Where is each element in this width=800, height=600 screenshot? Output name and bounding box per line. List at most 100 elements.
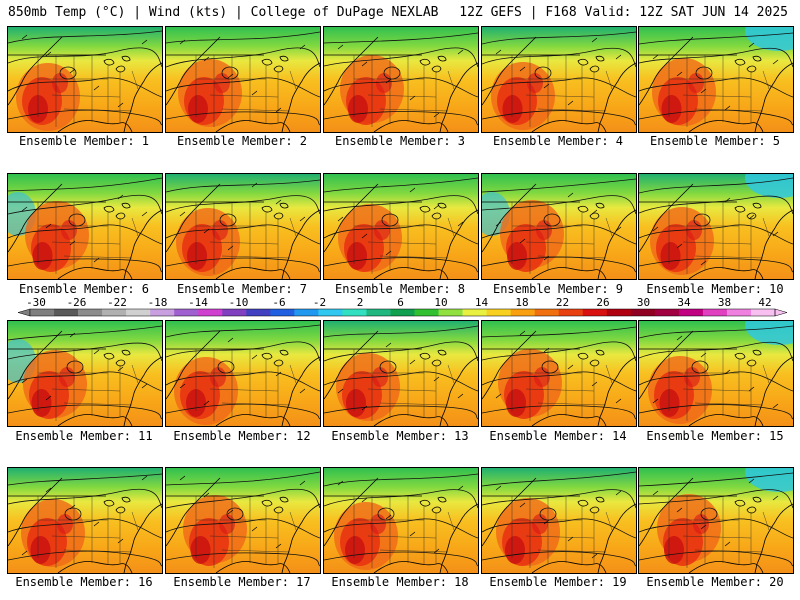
temperature-field-map bbox=[166, 27, 320, 132]
ensemble-member-label: Ensemble Member: 13 bbox=[331, 429, 469, 443]
ensemble-member-label: Ensemble Member: 2 bbox=[176, 134, 308, 148]
colorbar-tick-label: 6 bbox=[397, 296, 404, 309]
colorbar-segment bbox=[534, 309, 560, 316]
ensemble-map-panel bbox=[481, 173, 637, 280]
ensemble-map-panel bbox=[323, 173, 479, 280]
ensemble-map-panel bbox=[481, 26, 637, 133]
colorbar-segment bbox=[678, 309, 704, 316]
ensemble-member-label: Ensemble Member: 19 bbox=[489, 575, 627, 589]
colorbar-tick-label: -2 bbox=[313, 296, 326, 309]
colorbar-segment bbox=[654, 309, 680, 316]
colorbar-low-arrow bbox=[17, 308, 31, 317]
ensemble-member-label: Ensemble Member: 15 bbox=[646, 429, 784, 443]
ensemble-map-panel bbox=[165, 173, 321, 280]
ensemble-member-label: Ensemble Member: 9 bbox=[492, 282, 624, 296]
ensemble-member-label: Ensemble Member: 11 bbox=[15, 429, 153, 443]
ensemble-map-panel bbox=[7, 320, 163, 427]
temperature-field-map bbox=[324, 321, 478, 426]
temperature-field-map bbox=[482, 27, 636, 132]
colorbar-segment bbox=[510, 309, 535, 316]
ensemble-map-panel bbox=[323, 26, 479, 133]
ensemble-map-panel bbox=[7, 173, 163, 280]
colorbar-segment bbox=[558, 309, 584, 316]
ensemble-map-panel bbox=[323, 467, 479, 574]
ensemble-member-label: Ensemble Member: 20 bbox=[646, 575, 784, 589]
ensemble-member-label: Ensemble Member: 10 bbox=[646, 282, 784, 296]
colorbar-segment bbox=[174, 309, 199, 316]
colorbar-segment bbox=[438, 309, 463, 316]
colorbar-segment bbox=[342, 309, 367, 316]
ensemble-member-label: Ensemble Member: 12 bbox=[173, 429, 311, 443]
ensemble-member-label: Ensemble Member: 3 bbox=[334, 134, 466, 148]
ensemble-member-label: Ensemble Member: 5 bbox=[649, 134, 781, 148]
colorbar-tick-label: 22 bbox=[556, 296, 569, 309]
colorbar-tick-label: 34 bbox=[677, 296, 691, 309]
colorbar-tick-label: 26 bbox=[596, 296, 609, 309]
temperature-field-map bbox=[166, 468, 320, 573]
ensemble-map-panel bbox=[165, 320, 321, 427]
temperature-field-map bbox=[324, 27, 478, 132]
colorbar-segment bbox=[390, 309, 415, 316]
temperature-field-map bbox=[482, 174, 636, 279]
temperature-field-map bbox=[639, 174, 793, 279]
colorbar-tick-label: 10 bbox=[434, 296, 447, 309]
model-valid-time: 12Z GEFS | F168 Valid: 12Z SAT JUN 14 20… bbox=[459, 5, 788, 20]
colorbar-segment bbox=[126, 309, 151, 316]
colorbar-segment bbox=[318, 309, 343, 316]
colorbar-tick-label: -14 bbox=[188, 296, 208, 309]
temperature-field-map bbox=[639, 27, 793, 132]
temperature-field-map bbox=[8, 174, 162, 279]
colorbar-tick-label: -6 bbox=[272, 296, 285, 309]
temperature-field-map bbox=[8, 321, 162, 426]
ensemble-member-label: Ensemble Member: 6 bbox=[18, 282, 150, 296]
colorbar-segment bbox=[606, 309, 632, 316]
colorbar-tick-label: 2 bbox=[357, 296, 364, 309]
ensemble-map-panel bbox=[638, 26, 794, 133]
ensemble-member-label: Ensemble Member: 16 bbox=[15, 575, 153, 589]
temperature-field-map bbox=[8, 27, 162, 132]
ensemble-map-panel bbox=[165, 467, 321, 574]
colorbar-segment bbox=[150, 309, 175, 316]
colorbar-tick-label: -30 bbox=[26, 296, 46, 309]
ensemble-member-label: Ensemble Member: 4 bbox=[492, 134, 624, 148]
colorbar-segment bbox=[246, 309, 271, 316]
temperature-field-map bbox=[324, 468, 478, 573]
colorbar-tick-label: 14 bbox=[475, 296, 489, 309]
ensemble-map-panel bbox=[7, 467, 163, 574]
ensemble-member-label: Ensemble Member: 8 bbox=[334, 282, 466, 296]
colorbar-tick-label: 42 bbox=[758, 296, 771, 309]
colorbar-segment bbox=[726, 309, 752, 316]
colorbar-segment bbox=[270, 309, 295, 316]
temperature-field-map bbox=[166, 174, 320, 279]
colorbar-tick-label: -26 bbox=[67, 296, 87, 309]
colorbar-tick-label: -22 bbox=[107, 296, 127, 309]
ensemble-map-panel bbox=[638, 173, 794, 280]
ensemble-member-label: Ensemble Member: 14 bbox=[489, 429, 627, 443]
colorbar-segment bbox=[54, 309, 79, 316]
colorbar-segment bbox=[222, 309, 247, 316]
colorbar-tick-label: -18 bbox=[148, 296, 168, 309]
colorbar-segment bbox=[486, 309, 511, 316]
colorbar-tick-label: 18 bbox=[515, 296, 528, 309]
ensemble-map-panel bbox=[165, 26, 321, 133]
ensemble-map-panel bbox=[638, 320, 794, 427]
colorbar-segment bbox=[750, 309, 776, 316]
colorbar-segment bbox=[102, 309, 127, 316]
colorbar-segment bbox=[702, 309, 728, 316]
colorbar-high-arrow bbox=[774, 308, 788, 317]
ensemble-map-panel bbox=[638, 467, 794, 574]
ensemble-member-label: Ensemble Member: 17 bbox=[173, 575, 311, 589]
temperature-field-map bbox=[8, 468, 162, 573]
colorbar-tick-label: -10 bbox=[229, 296, 249, 309]
colorbar-segment bbox=[294, 309, 319, 316]
temperature-field-map bbox=[482, 321, 636, 426]
ensemble-member-label: Ensemble Member: 18 bbox=[331, 575, 469, 589]
colorbar-segment bbox=[414, 309, 439, 316]
temperature-field-map bbox=[324, 174, 478, 279]
ensemble-member-label: Ensemble Member: 1 bbox=[18, 134, 150, 148]
temperature-colorbar: -30 -26 -22 -18 -14 -10 -6 -2 2 6 10 14 18 22 26 30 34 38… bbox=[17, 296, 788, 317]
colorbar-segment bbox=[366, 309, 391, 316]
temperature-field-map bbox=[639, 321, 793, 426]
temperature-field-map bbox=[482, 468, 636, 573]
colorbar-tick-label: 38 bbox=[718, 296, 731, 309]
